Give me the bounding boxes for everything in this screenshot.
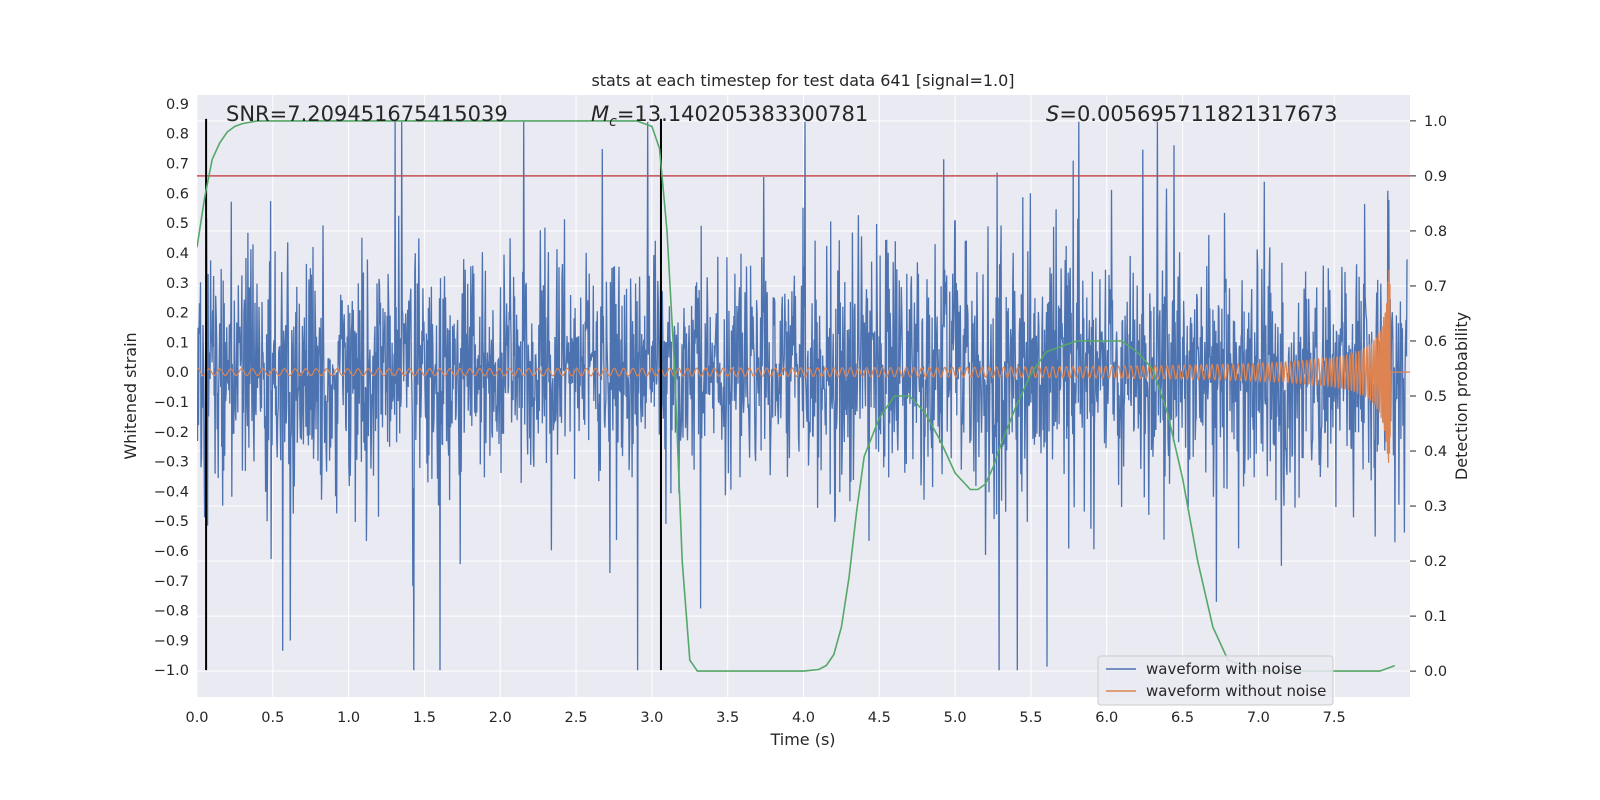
- series-layer: [197, 118, 1410, 672]
- s-symbol: S: [1046, 102, 1059, 126]
- y-left-tick-label: 0.4: [166, 246, 189, 262]
- x-tick-label: 3.0: [640, 710, 663, 726]
- y-left-tick-label: −0.9: [154, 633, 189, 649]
- x-tick-label: 6.0: [1095, 710, 1118, 726]
- s-annotation: S=0.005695711821317673: [1046, 102, 1337, 126]
- chart-title: stats at each timestep for test data 641…: [591, 71, 1014, 90]
- x-tick-label: 0.0: [185, 710, 208, 726]
- x-tick-label: 4.5: [868, 710, 891, 726]
- detection-window-lines: [205, 118, 662, 671]
- y-right-tick-label: 0.8: [1424, 224, 1447, 240]
- y-left-tick-label: −0.8: [154, 604, 189, 620]
- y-left-tick-label: −0.3: [154, 455, 189, 471]
- y-left-tick-label: −0.1: [154, 395, 189, 411]
- y-right-axis-ticks: 1.0 0.9 0.8 0.7 0.6 0.5 0.4 0.3 0.2 0.1 0.0: [1410, 114, 1447, 680]
- y-left-tick-label: −0.4: [154, 484, 189, 500]
- x-tick-label: 2.0: [489, 710, 512, 726]
- x-tick-label: 2.5: [565, 710, 588, 726]
- x-tick-label: 1.0: [337, 710, 360, 726]
- y-left-tick-label: 0.3: [166, 276, 189, 292]
- s-value: =0.005695711821317673: [1059, 102, 1337, 126]
- y-left-tick-label: 0.0: [166, 365, 189, 381]
- y-right-tick-label: 1.0: [1424, 114, 1447, 130]
- y-right-tick-label: 0.1: [1424, 609, 1447, 625]
- x-tick-label: 7.5: [1323, 710, 1346, 726]
- y-left-axis-ticks: 0.9 0.8 0.7 0.6 0.5 0.4 0.3 0.2 0.1 0.0 −0.1 −0.2 −0…: [154, 97, 189, 679]
- x-tick-label: 5.5: [1019, 710, 1042, 726]
- x-tick-label: 5.0: [944, 710, 967, 726]
- x-tick-label: 0.5: [261, 710, 284, 726]
- x-tick-label: 1.5: [413, 710, 436, 726]
- chirp-mass-value: =13.140205383300781: [617, 102, 868, 126]
- y-left-tick-label: 0.7: [166, 157, 189, 173]
- x-tick-label: 4.0: [792, 710, 815, 726]
- detection-probability-line: [197, 120, 1396, 672]
- y-left-tick-label: −0.2: [154, 425, 189, 441]
- y-left-tick-label: 0.9: [166, 97, 189, 113]
- y-right-tick-label: 0.0: [1424, 664, 1447, 680]
- y-left-tick-label: −1.0: [154, 663, 189, 679]
- y-right-tick-label: 0.6: [1424, 334, 1447, 350]
- y-left-tick-label: 0.1: [166, 335, 189, 351]
- y-left-tick-label: −0.5: [154, 514, 189, 530]
- y-right-tick-label: 0.9: [1424, 169, 1447, 185]
- y-right-tick-label: 0.2: [1424, 554, 1447, 570]
- waveform-without-noise-line: [197, 269, 1410, 463]
- y-left-tick-label: 0.6: [166, 186, 189, 202]
- legend-box: [1097, 655, 1334, 706]
- y-left-tick-label: 0.2: [166, 306, 189, 322]
- y-right-tick-label: 0.7: [1424, 279, 1447, 295]
- legend-label-noise: waveform with noise: [1146, 660, 1302, 678]
- chirp-mass-symbol: M: [591, 102, 609, 126]
- y-right-tick-label: 0.5: [1424, 389, 1447, 405]
- y-right-tick-label: 0.4: [1424, 444, 1447, 460]
- chirp-mass-subscript: c: [609, 114, 617, 130]
- chirp-mass-annotation: Mc=13.140205383300781: [591, 102, 868, 130]
- y-left-tick-label: 0.8: [166, 127, 189, 143]
- legend-label-clean: waveform without noise: [1146, 682, 1326, 700]
- x-axis-ticks: 0.0 0.5 1.0 1.5 2.0 2.5 3.0 3.5 4.0 4.5 5.0 5.5 6.0 6…: [185, 710, 1345, 726]
- y-right-axis-label: Detection probability: [1452, 312, 1471, 480]
- x-axis-label: Time (s): [769, 730, 835, 749]
- snr-annotation: SNR=7.209451675415039: [226, 102, 508, 126]
- x-tick-label: 3.5: [716, 710, 739, 726]
- waveform-with-noise-line: [197, 121, 1408, 671]
- x-tick-label: 6.5: [1171, 710, 1194, 726]
- x-tick-label: 7.0: [1247, 710, 1270, 726]
- y-left-axis-label: Whitened strain: [121, 332, 140, 459]
- y-left-tick-label: 0.5: [166, 216, 189, 232]
- y-left-tick-label: −0.6: [154, 544, 189, 560]
- y-left-tick-label: −0.7: [154, 574, 189, 590]
- y-right-tick-label: 0.3: [1424, 499, 1447, 515]
- legend: waveform with noise waveform without noi…: [1097, 655, 1334, 706]
